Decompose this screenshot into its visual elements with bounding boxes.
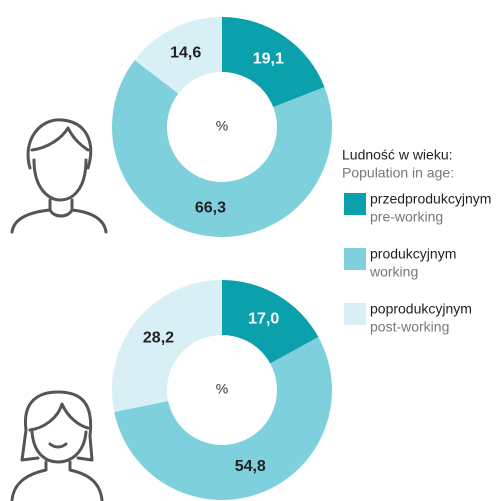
legend-label: produkcyjnym bbox=[370, 246, 456, 262]
legend-label: poprodukcyjnym bbox=[370, 301, 472, 317]
legend-title: Ludność w wieku: bbox=[342, 147, 453, 163]
legend-subtitle: Population in age: bbox=[342, 165, 454, 181]
value-label: 66,3 bbox=[195, 199, 226, 216]
legend-swatch bbox=[344, 303, 366, 325]
center-label: % bbox=[216, 381, 228, 397]
value-label: 19,1 bbox=[253, 51, 284, 68]
value-label: 28,2 bbox=[143, 329, 174, 346]
legend-swatch bbox=[344, 193, 366, 215]
donut-slice bbox=[111, 60, 332, 237]
legend-label: przedprodukcyjnym bbox=[370, 191, 491, 207]
value-label: 17,0 bbox=[248, 311, 279, 328]
donut-slice bbox=[134, 17, 222, 94]
legend-label-en: pre-working bbox=[370, 209, 443, 225]
value-label: 14,6 bbox=[170, 45, 201, 62]
value-label: 54,8 bbox=[235, 458, 266, 475]
donut-slice bbox=[222, 17, 325, 108]
center-label: % bbox=[216, 118, 228, 134]
female-icon bbox=[10, 390, 104, 501]
legend-label-en: working bbox=[369, 264, 418, 280]
legend-swatch bbox=[344, 248, 366, 270]
donut-slice bbox=[111, 280, 222, 412]
donut-slice bbox=[222, 280, 319, 364]
donut-slice bbox=[114, 337, 333, 501]
legend-label-en: post-working bbox=[370, 319, 449, 335]
male-icon bbox=[10, 118, 108, 234]
